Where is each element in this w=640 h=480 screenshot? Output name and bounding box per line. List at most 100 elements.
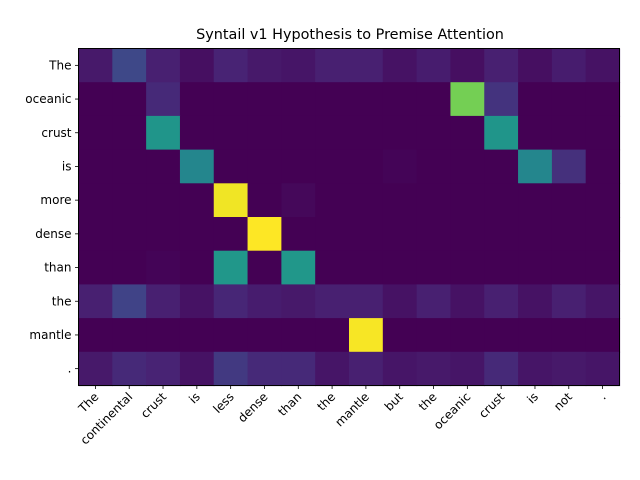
heatmap-cell (112, 48, 147, 83)
heatmap-cell (179, 149, 215, 184)
heatmap-cell (179, 351, 215, 387)
heatmap-cell (585, 48, 621, 83)
heatmap-cell (112, 183, 147, 218)
heatmap-cell (450, 183, 485, 218)
heatmap-cell (585, 183, 621, 218)
heatmap-cell (179, 217, 215, 252)
heatmap-cell (281, 115, 316, 151)
heatmap-cell (484, 115, 519, 151)
heatmap-cell (247, 48, 282, 83)
heatmap-cell (585, 351, 621, 387)
heatmap-cell (382, 82, 418, 117)
heatmap-cell (112, 284, 147, 319)
heatmap-cell (281, 82, 316, 117)
heatmap-cell (281, 318, 316, 353)
heatmap-cell (518, 115, 553, 151)
y-tick-label: oceanic (25, 92, 71, 106)
heatmap-cell (518, 183, 553, 218)
heatmap-cell (416, 115, 452, 151)
heatmap-cell (551, 318, 587, 353)
heatmap-cell (585, 82, 621, 117)
heatmap-cell (484, 48, 519, 83)
heatmap-cell (315, 82, 350, 117)
heatmap-cell (518, 149, 553, 184)
heatmap-cell (78, 318, 113, 353)
heatmap-cell (179, 48, 215, 83)
y-tick-label: the (52, 294, 72, 308)
heatmap-cell (416, 183, 452, 218)
heatmap-cell (179, 318, 215, 353)
heatmap-cell (78, 183, 113, 218)
heatmap-cell (281, 284, 316, 319)
heatmap-cell (146, 284, 181, 319)
heatmap-cell (416, 318, 452, 353)
heatmap-cell (382, 48, 418, 83)
heatmap-cell (349, 250, 384, 285)
heatmap-cell (179, 82, 215, 117)
plot-frame (78, 48, 620, 386)
heatmap-cell (416, 48, 452, 83)
heatmap-cell (146, 318, 181, 353)
heatmap-cell (484, 217, 519, 252)
heatmap-cell (281, 351, 316, 387)
heatmap-cell (179, 183, 215, 218)
heatmap-cell (146, 82, 181, 117)
heatmap-cell (247, 318, 282, 353)
heatmap-cell (78, 284, 113, 319)
heatmap-cell (551, 284, 587, 319)
heatmap-cell (315, 48, 350, 83)
heatmap-cell (484, 284, 519, 319)
heatmap-cell (382, 318, 418, 353)
heatmap-cell (315, 318, 350, 353)
heatmap-cell (382, 183, 418, 218)
heatmap-cell (518, 318, 553, 353)
heatmap-cell (179, 250, 215, 285)
heatmap-cell (484, 183, 519, 218)
heatmap-cell (78, 351, 113, 387)
heatmap-cell (518, 284, 553, 319)
heatmap-cell (416, 284, 452, 319)
heatmap-cell (146, 351, 181, 387)
heatmap-cell (484, 318, 519, 353)
heatmap-cell (450, 115, 485, 151)
heatmap-cell (213, 250, 249, 285)
heatmap-cell (112, 250, 147, 285)
heatmap-cell (213, 48, 249, 83)
heatmap-cell (450, 82, 485, 117)
heatmap-cell (315, 284, 350, 319)
heatmap-cell (213, 115, 249, 151)
heatmap-cell (518, 82, 553, 117)
heatmap-cell (247, 217, 282, 252)
heatmap-cell (349, 318, 384, 353)
heatmap-cell (349, 149, 384, 184)
heatmap-cell (179, 115, 215, 151)
heatmap-cell (78, 115, 113, 151)
heatmap-cell (112, 82, 147, 117)
y-tick-label: crust (41, 126, 71, 140)
heatmap-cells (78, 48, 621, 387)
heatmap-cell (315, 183, 350, 218)
y-tick-label: more (40, 193, 71, 207)
heatmap-cell (247, 115, 282, 151)
heatmap-cell (416, 250, 452, 285)
y-tick-label: . (68, 362, 72, 376)
heatmap-cell (518, 217, 553, 252)
heatmap-cell (551, 217, 587, 252)
heatmap-cell (349, 48, 384, 83)
heatmap-cell (484, 149, 519, 184)
heatmap-cell (281, 149, 316, 184)
heatmap-cell (585, 250, 621, 285)
heatmap-cell (484, 250, 519, 285)
y-axis-ticks: The oceanic crust is more dense than the mantle. (25, 58, 79, 376)
y-tick-label: The (48, 58, 71, 72)
heatmap-cell (213, 82, 249, 117)
heatmap-cell (213, 318, 249, 353)
heatmap-cell (315, 250, 350, 285)
heatmap-cell (585, 318, 621, 353)
heatmap-cell (416, 149, 452, 184)
heatmap-cell (551, 115, 587, 151)
y-tick-label: is (62, 159, 72, 173)
heatmap-cell (112, 115, 147, 151)
heatmap-cell (146, 149, 181, 184)
heatmap-cell (179, 284, 215, 319)
